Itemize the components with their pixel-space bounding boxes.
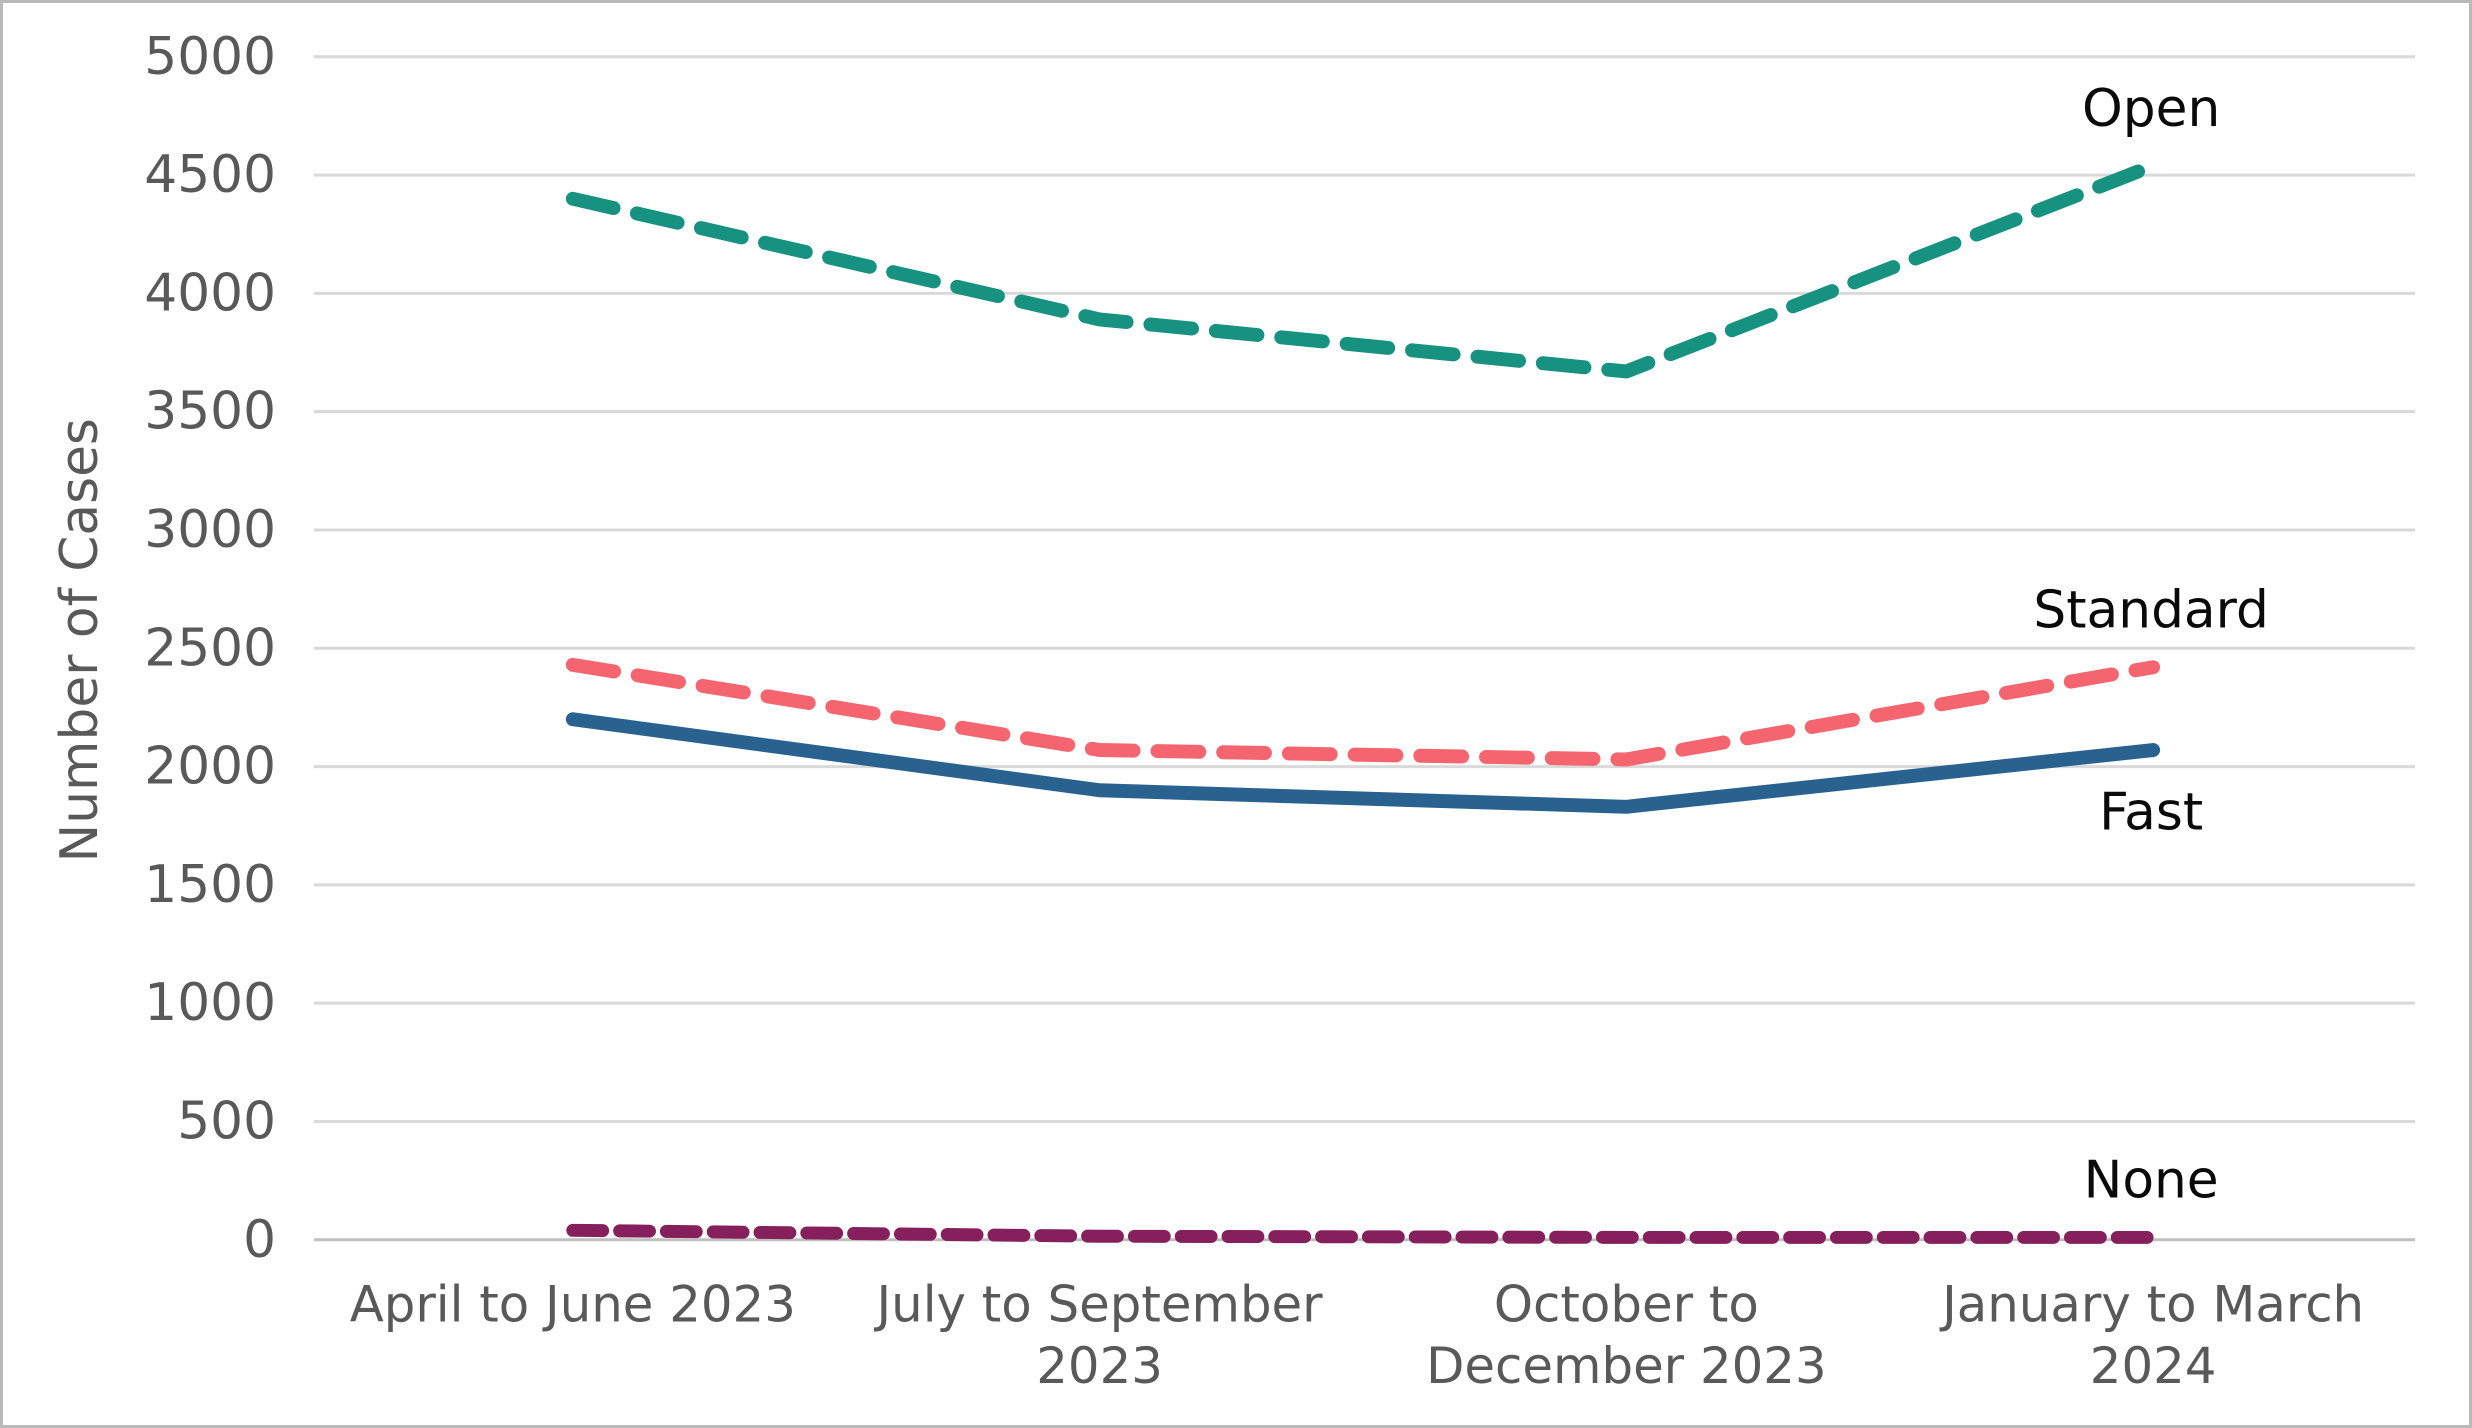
y-tick-label: 2000 xyxy=(144,737,276,797)
y-tick-label: 500 xyxy=(177,1091,276,1151)
series-line-open xyxy=(565,158,2161,379)
series-label-fast: Fast xyxy=(2099,783,2203,843)
series-label-standard: Standard xyxy=(2033,580,2269,640)
series-line-fast xyxy=(565,712,2161,814)
y-tick-label: 3000 xyxy=(144,500,276,560)
series-line-none xyxy=(566,1223,2160,1244)
y-axis-title: Number of Cases xyxy=(50,418,110,862)
series-label-none: None xyxy=(2084,1151,2219,1211)
y-tick-label: 3500 xyxy=(144,382,276,442)
y-tick-label: 4500 xyxy=(144,145,276,205)
x-tick-label: 2024 xyxy=(2090,1337,2217,1395)
series-line-standard xyxy=(565,657,2161,767)
y-tick-label: 1500 xyxy=(144,855,276,915)
y-tick-label: 4000 xyxy=(144,263,276,323)
x-tick-label: October to xyxy=(1494,1275,1759,1333)
y-tick-label: 5000 xyxy=(144,27,276,87)
x-tick-label: 2023 xyxy=(1036,1337,1163,1395)
x-tick-label: January to March xyxy=(1939,1275,2364,1333)
y-tick-label: 1000 xyxy=(144,973,276,1033)
y-tick-label: 0 xyxy=(243,1210,276,1270)
y-tick-label: 2500 xyxy=(144,618,276,678)
x-tick-label: July to September xyxy=(873,1275,1323,1333)
x-tick-label: April to June 2023 xyxy=(350,1275,796,1333)
chart-canvas: 0 500 1000 1500 2000 2500 3000 3500 4000 4500 5000… xyxy=(50,27,2416,1395)
series-label-open: Open xyxy=(2082,79,2220,139)
x-tick-label: December 2023 xyxy=(1426,1337,1827,1395)
